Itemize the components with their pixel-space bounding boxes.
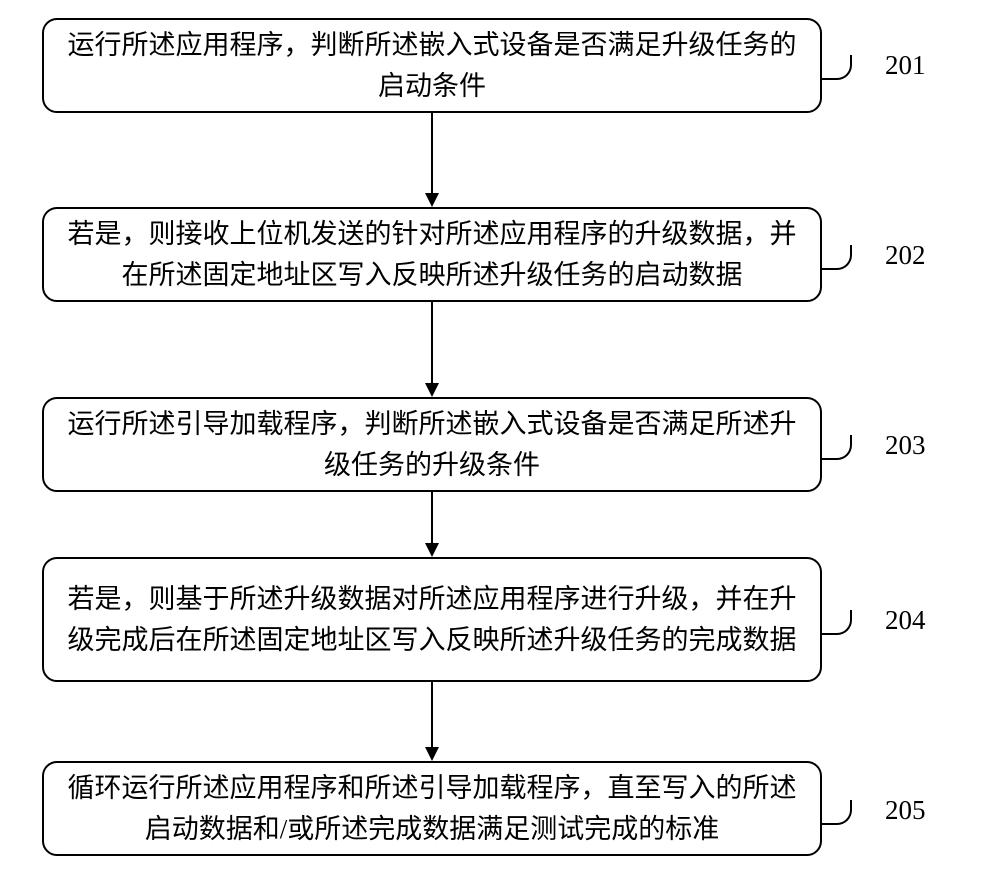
node-3-text: 运行所述引导加载程序，判断所述嵌入式设备是否满足所述升级任务的升级条件 [64,404,800,485]
arrow-3-4-head [425,543,439,557]
arrow-3-4-line [431,492,433,543]
arrow-1-2-line [431,113,433,193]
node-4-text: 若是，则基于所述升级数据对所述应用程序进行升级，并在升级完成后在所述固定地址区写… [64,579,800,660]
flowchart-container: 运行所述应用程序，判断所述嵌入式设备是否满足升级任务的启动条件 201 若是，则… [0,0,1000,893]
node-3-label: 203 [885,430,926,461]
node-2-label: 202 [885,240,926,271]
node-4-bracket [822,610,852,635]
arrow-1-2-head [425,193,439,207]
node-5-bracket [822,800,852,825]
node-1-text: 运行所述应用程序，判断所述嵌入式设备是否满足升级任务的启动条件 [64,25,800,106]
arrow-4-5-line [431,682,433,747]
node-1-bracket [822,55,852,80]
flowchart-node-3: 运行所述引导加载程序，判断所述嵌入式设备是否满足所述升级任务的升级条件 [42,397,822,492]
node-4-label: 204 [885,605,926,636]
node-3-bracket [822,435,852,460]
arrow-4-5-head [425,747,439,761]
node-1-label: 201 [885,50,926,81]
flowchart-node-1: 运行所述应用程序，判断所述嵌入式设备是否满足升级任务的启动条件 [42,18,822,113]
node-2-text: 若是，则接收上位机发送的针对所述应用程序的升级数据，并在所述固定地址区写入反映所… [64,214,800,295]
flowchart-node-5: 循环运行所述应用程序和所述引导加载程序，直至写入的所述启动数据和/或所述完成数据… [42,761,822,856]
flowchart-node-2: 若是，则接收上位机发送的针对所述应用程序的升级数据，并在所述固定地址区写入反映所… [42,207,822,302]
node-5-label: 205 [885,795,926,826]
arrow-2-3-line [431,302,433,383]
node-5-text: 循环运行所述应用程序和所述引导加载程序，直至写入的所述启动数据和/或所述完成数据… [64,768,800,849]
flowchart-node-4: 若是，则基于所述升级数据对所述应用程序进行升级，并在升级完成后在所述固定地址区写… [42,557,822,682]
arrow-2-3-head [425,383,439,397]
node-2-bracket [822,245,852,270]
